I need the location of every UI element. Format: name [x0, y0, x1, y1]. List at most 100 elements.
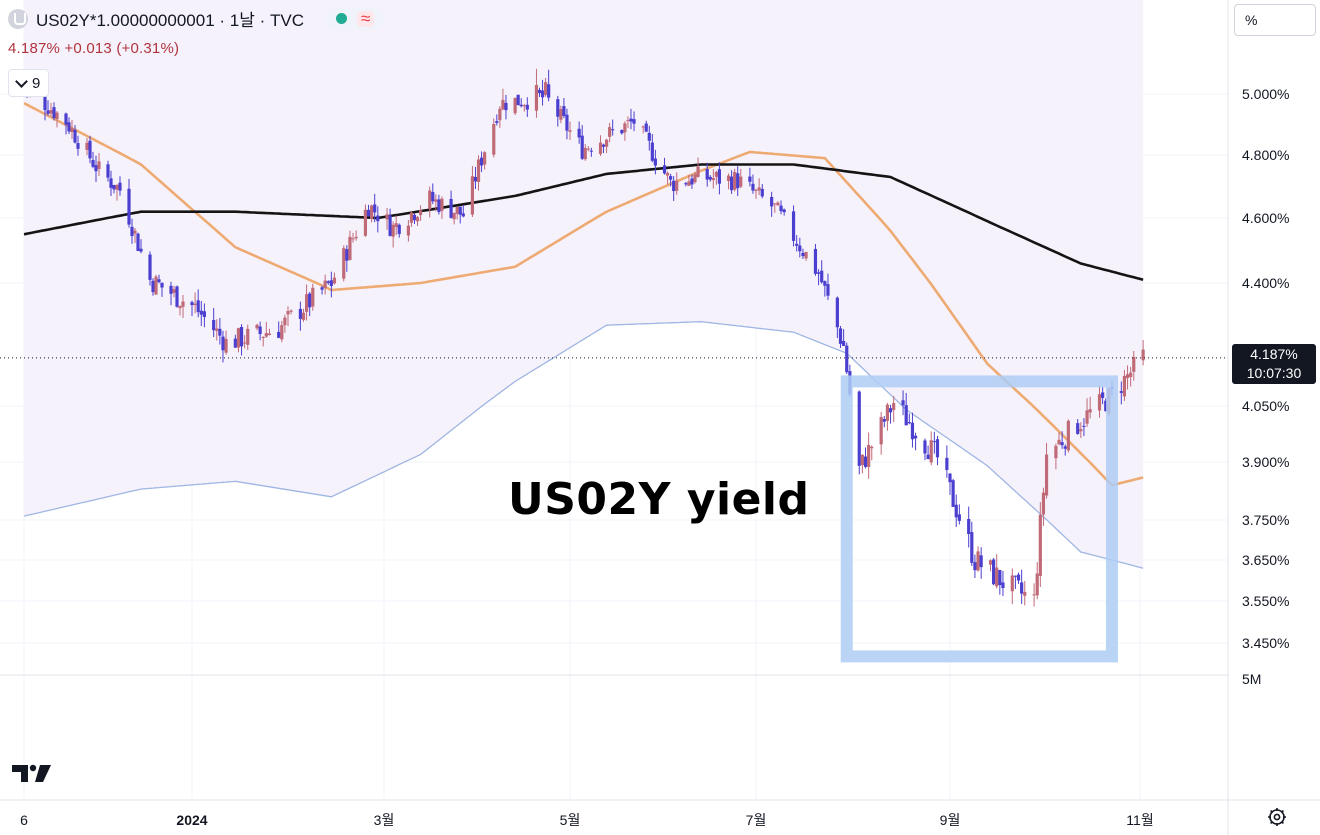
chart-annotation: US02Y yield — [508, 474, 810, 525]
bollinger-lower-line — [23, 321, 1144, 569]
highlight-box — [840, 375, 1118, 663]
candle-body — [516, 94, 520, 106]
candle-body — [320, 287, 324, 290]
tradingview-logo-icon[interactable] — [12, 762, 52, 789]
candle-body — [1063, 446, 1067, 449]
candle-body — [415, 217, 420, 222]
candle-body — [148, 254, 152, 280]
market-status-pill[interactable]: ≈ — [325, 7, 385, 30]
price-scale-unit-button[interactable]: % — [1234, 4, 1316, 36]
y-tick-label: 4.400% — [1242, 275, 1289, 291]
candle-body — [690, 178, 694, 185]
candle-body — [583, 147, 587, 160]
candle-body — [391, 224, 395, 237]
y-tick-label: 3.450% — [1242, 635, 1289, 651]
x-tick-label: 3월 — [374, 812, 395, 828]
candle-body — [1066, 420, 1070, 451]
bollinger-fill — [24, 0, 1144, 569]
candle-body — [118, 182, 122, 191]
candle-body — [1010, 575, 1014, 592]
candle-body — [1020, 582, 1024, 594]
candle-body — [714, 171, 718, 177]
candle-body — [1079, 429, 1083, 432]
candle-body — [495, 121, 499, 123]
candle-body — [239, 327, 244, 347]
candle-body — [109, 178, 113, 188]
symbol-title[interactable]: US02Y*1.00000000001 · 1날 · TVC — [36, 11, 304, 30]
candle-body — [199, 310, 203, 315]
candle-body — [139, 248, 143, 252]
candle-body — [434, 199, 438, 202]
candle-body — [363, 209, 368, 236]
candle-body — [647, 132, 651, 141]
y-tick-label: 5.000% — [1242, 86, 1289, 102]
candle-body — [935, 439, 940, 458]
settings-gear-icon[interactable] — [1266, 806, 1288, 833]
candle-body — [979, 555, 983, 568]
candle-body — [267, 333, 272, 336]
candle-body — [838, 328, 843, 344]
candle-body — [687, 181, 691, 186]
candle-body — [598, 142, 603, 154]
candle-body — [693, 174, 697, 183]
candle-body — [929, 440, 933, 463]
candle-body — [580, 135, 584, 159]
candle-body — [892, 403, 896, 410]
bollinger-bands — [23, 0, 1144, 569]
candle-body — [492, 124, 496, 155]
candle-body — [798, 245, 802, 252]
candle-body — [611, 129, 615, 131]
last-price: 4.187% — [8, 40, 61, 57]
candle-body — [255, 324, 259, 329]
market-open-icon — [335, 13, 347, 24]
candle-body — [409, 212, 414, 223]
candle-body — [1122, 375, 1127, 397]
y-tick-label: 3.650% — [1242, 552, 1289, 568]
candle-body — [998, 569, 1002, 586]
candle-body — [190, 302, 194, 306]
candle-body — [476, 159, 481, 182]
candle-body — [751, 183, 755, 191]
candle-body — [976, 551, 980, 571]
candle-body — [233, 338, 237, 348]
chevron-down-icon — [15, 74, 28, 88]
symbol-header[interactable]: US02Y*1.00000000001 · 1날 · TVC ≈ — [8, 6, 385, 31]
candle-body — [221, 336, 225, 351]
candle-body — [717, 169, 722, 184]
candle-body — [620, 130, 624, 134]
x-tick-label: 9월 — [940, 812, 961, 828]
price-axis: 5.000% 4.800% 4.600% 4.400% 4.050% 3.900% 3.75… — [1242, 86, 1289, 651]
candle-body — [412, 214, 417, 221]
candle-body — [406, 225, 410, 236]
candle-body — [452, 212, 456, 220]
candle-body — [773, 203, 777, 205]
ma200-line — [23, 163, 1144, 282]
x-tick-label: 11월 — [1126, 812, 1153, 828]
candle-body — [675, 180, 679, 191]
candle-body — [1057, 439, 1061, 445]
candle-body — [1076, 423, 1080, 434]
last-price-label: 4.187% 10:07:30 — [1232, 344, 1316, 384]
indicators-toggle-button[interactable]: 9 — [8, 69, 50, 97]
candle-body — [151, 280, 155, 293]
candle-body — [1001, 582, 1005, 589]
candle-body — [261, 336, 265, 338]
candle-body — [1041, 492, 1046, 515]
candle-body — [641, 126, 645, 128]
candle-body — [160, 282, 164, 288]
candle-body — [345, 249, 349, 261]
candle-body — [565, 114, 569, 131]
x-tick-label: 7월 — [746, 812, 767, 828]
candle-body — [308, 293, 312, 308]
candle-body — [127, 188, 131, 225]
candle-body — [196, 300, 200, 313]
candle-body — [795, 243, 799, 246]
candle-body — [1125, 374, 1130, 379]
candle-body — [860, 454, 864, 466]
candle-body — [169, 285, 173, 294]
candle-body — [385, 214, 389, 220]
candle-body — [522, 105, 526, 107]
candle-body — [951, 480, 955, 507]
candle-body — [823, 281, 827, 286]
